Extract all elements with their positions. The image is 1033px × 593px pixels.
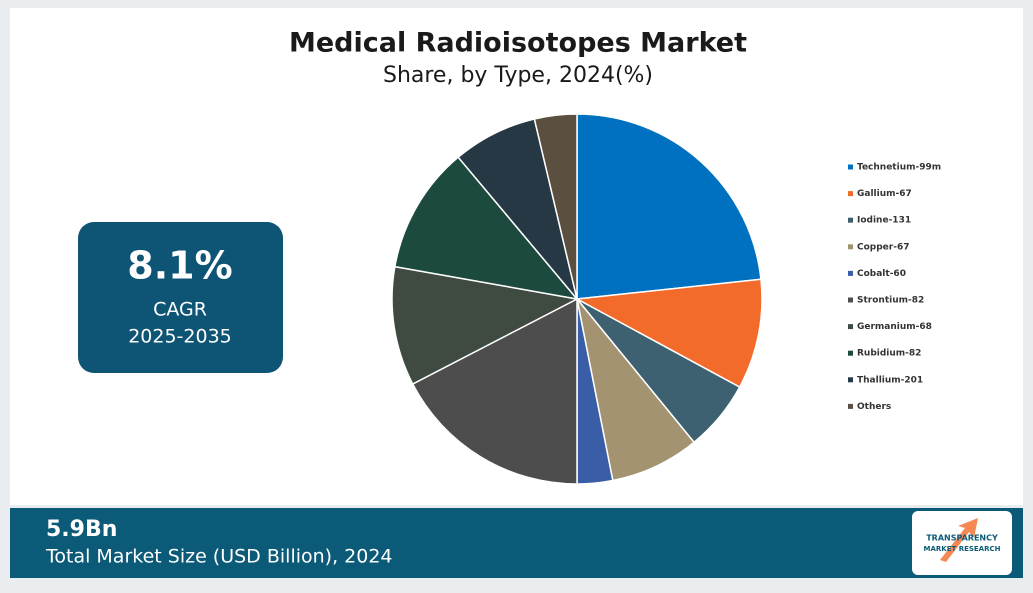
logo-arrow xyxy=(940,518,978,562)
logo-line2: MARKET RESEARCH xyxy=(924,545,1001,553)
pie-slice xyxy=(393,156,579,301)
legend-swatch xyxy=(848,350,853,356)
pie-slice xyxy=(411,297,578,485)
legend-swatch xyxy=(848,377,853,383)
legend-label: Iodine-131 xyxy=(857,216,911,226)
legend-label: Germanium-68 xyxy=(857,322,932,332)
pie-slice xyxy=(574,278,763,389)
legend-swatch xyxy=(848,164,853,170)
chart-subtitle: Share, by Type, 2024(%) xyxy=(383,63,653,88)
cagr-value: 8.1% xyxy=(127,244,232,288)
legend-label: Cobalt-60 xyxy=(857,269,906,279)
logo-box xyxy=(912,511,1012,575)
legend-label: Others xyxy=(857,402,891,412)
legend-label: Copper-67 xyxy=(857,242,909,252)
logo-line1: TRANSPARENCY xyxy=(926,534,998,543)
legend-swatch xyxy=(848,191,853,197)
chart-title: Medical Radioisotopes Market xyxy=(289,28,747,59)
cagr-box xyxy=(78,222,283,373)
legend-label: Thallium-201 xyxy=(857,375,923,385)
legend-swatch xyxy=(848,297,853,303)
market-size-label: Total Market Size (USD Billion), 2024 xyxy=(45,546,393,568)
legend-swatch xyxy=(848,217,853,223)
legend-label: Rubidium-82 xyxy=(857,349,921,359)
pie-slice xyxy=(576,113,762,300)
pie-slice xyxy=(533,113,578,300)
footer-band xyxy=(10,508,1023,578)
legend-label: Technetium-99m xyxy=(857,163,941,173)
legend-swatch xyxy=(848,324,853,330)
legend-swatch xyxy=(848,403,853,409)
legend-label: Strontium-82 xyxy=(857,296,924,306)
legend-swatch xyxy=(848,244,853,250)
cagr-period: 2025-2035 xyxy=(128,326,232,348)
pie-slice xyxy=(391,265,580,386)
legend-label: Gallium-67 xyxy=(857,189,912,199)
legend-swatch xyxy=(848,270,853,276)
cagr-label: CAGR xyxy=(153,299,207,321)
market-size-value: 5.9Bn xyxy=(46,517,117,542)
